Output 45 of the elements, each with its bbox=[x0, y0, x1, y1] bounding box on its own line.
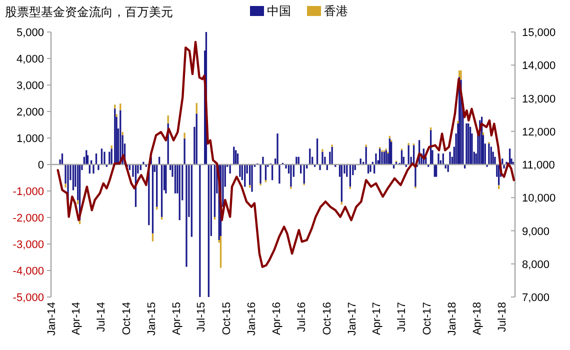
legend-label: 中国 bbox=[267, 4, 291, 18]
x-tick-label: Jan-15 bbox=[146, 302, 158, 336]
legend-香港: 香港 bbox=[307, 4, 348, 18]
y-tick-label: 5,000 bbox=[16, 27, 44, 39]
x-tick-label: Jan-17 bbox=[346, 302, 359, 336]
x-tick-label: Oct-16 bbox=[321, 302, 334, 336]
y-tick-label: 4,000 bbox=[16, 54, 44, 66]
x-tick-label: Jan-14 bbox=[46, 302, 58, 336]
x-tick-label: Jul-18 bbox=[496, 302, 508, 332]
y2-tick-label: 14,000 bbox=[522, 60, 556, 72]
x-tick-label: Oct-15 bbox=[220, 302, 233, 336]
y-tick-label: 3,000 bbox=[16, 80, 44, 92]
y2-tick-label: 12,000 bbox=[522, 126, 556, 138]
x-tick-label: Oct-14 bbox=[120, 302, 133, 336]
chart-title: 股票型基金资金流向，百万美元 bbox=[5, 5, 173, 19]
y2-tick-label: 15,000 bbox=[522, 27, 556, 39]
x-tick-label: Oct-17 bbox=[421, 302, 434, 336]
legend-label: 香港 bbox=[324, 4, 348, 18]
x-tick-label: Jan-18 bbox=[446, 302, 459, 336]
y-tick-label: 0 bbox=[38, 160, 44, 172]
x-tick-label: Apr-15 bbox=[170, 302, 183, 336]
x-tick-label: Apr-16 bbox=[271, 302, 284, 336]
y2-tick-label: 10,000 bbox=[522, 192, 556, 205]
x-tick-label: Apr-17 bbox=[371, 302, 384, 336]
x-tick-label: Jan-16 bbox=[246, 302, 258, 336]
x-tick-label: Apr-18 bbox=[471, 302, 484, 336]
x-tick-label: Jul-15 bbox=[196, 302, 208, 332]
y2-tick-label: 9,000 bbox=[522, 226, 550, 238]
line-series bbox=[56, 40, 515, 268]
y-tick-label: -5,000 bbox=[12, 292, 44, 304]
x-tick-label: Jul-17 bbox=[396, 302, 408, 332]
y-tick-label: 2,000 bbox=[16, 106, 44, 118]
y-tick-label: -3,000 bbox=[12, 239, 44, 251]
y2-tick-label: 11,000 bbox=[522, 160, 555, 172]
x-tick-label: Apr-14 bbox=[70, 302, 83, 336]
y2-tick-label: 7,000 bbox=[522, 292, 550, 304]
y-tick-label: -4,000 bbox=[12, 266, 44, 278]
y-tick-label: -1,000 bbox=[12, 186, 44, 198]
legend-中国: 中国 bbox=[250, 4, 291, 18]
x-tick-label: Jul-16 bbox=[296, 302, 308, 332]
x-tick-label: Jul-14 bbox=[96, 302, 108, 332]
y-tick-label: 1,000 bbox=[16, 133, 44, 145]
y2-tick-label: 13,000 bbox=[522, 93, 556, 106]
y-tick-label: -2,000 bbox=[12, 212, 44, 224]
y2-tick-label: 8,000 bbox=[522, 258, 550, 271]
